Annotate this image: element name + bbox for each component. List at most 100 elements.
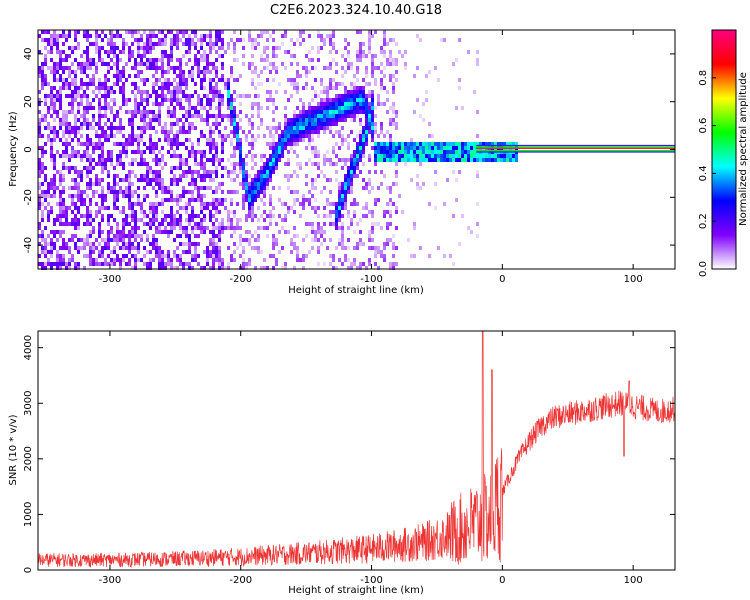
heatmap-cell	[56, 238, 59, 242]
heatmap-cell	[116, 30, 119, 34]
heatmap-cell	[146, 38, 149, 42]
heatmap-cell	[122, 150, 125, 154]
heatmap-cell	[233, 210, 236, 214]
heatmap-cell	[92, 58, 95, 62]
heatmap-cell	[509, 154, 512, 158]
heatmap-cell	[44, 206, 47, 210]
heatmap-cell	[260, 30, 263, 34]
heatmap-cell	[344, 94, 347, 98]
heatmap-cell	[110, 86, 113, 90]
heatmap-cell	[305, 114, 308, 118]
heatmap-cell	[185, 170, 188, 174]
heatmap-cell	[302, 266, 305, 270]
heatmap-cell	[302, 126, 305, 130]
heatmap-cell	[152, 234, 155, 238]
heatmap-cell	[248, 194, 251, 198]
heatmap-cell	[260, 34, 263, 38]
heatmap-cell	[245, 182, 248, 186]
heatmap-cell	[68, 130, 71, 134]
heatmap-cell	[344, 70, 347, 74]
heatmap-cell	[86, 170, 89, 174]
heatmap-cell	[86, 58, 89, 62]
heatmap-cell	[125, 42, 128, 46]
heatmap-cell	[194, 54, 197, 58]
heatmap-cell	[44, 126, 47, 130]
heatmap-cell	[200, 82, 203, 86]
heatmap-cell	[50, 106, 53, 110]
heatmap-cell	[38, 98, 41, 102]
heatmap-cell	[245, 174, 248, 178]
heatmap-cell	[266, 266, 269, 270]
heatmap-cell	[509, 142, 512, 146]
heatmap-cell	[509, 158, 512, 162]
heatmap-cell	[200, 166, 203, 170]
heatmap-cell	[68, 186, 71, 190]
heatmap-cell	[248, 94, 251, 98]
heatmap-cell	[371, 58, 374, 62]
heatmap-cell	[41, 170, 44, 174]
heatmap-cell	[224, 226, 227, 230]
heatmap-cell	[179, 98, 182, 102]
heatmap-cell	[59, 106, 62, 110]
x-tick-label: -200	[229, 575, 252, 586]
heatmap-cell	[98, 262, 101, 266]
heatmap-cell	[458, 170, 461, 174]
heatmap-cell	[152, 110, 155, 114]
heatmap-cell	[242, 186, 245, 190]
heatmap-cell	[89, 210, 92, 214]
heatmap-cell	[425, 146, 428, 150]
heatmap-cell	[236, 126, 239, 130]
heatmap-cell	[203, 150, 206, 154]
heatmap-cell	[131, 230, 134, 234]
heatmap-cell	[311, 122, 314, 126]
heatmap-cell	[233, 114, 236, 118]
heatmap-cell	[125, 194, 128, 198]
heatmap-cell	[371, 146, 374, 150]
heatmap-cell	[314, 146, 317, 150]
heatmap-cell	[38, 234, 41, 238]
heatmap-cell	[176, 210, 179, 214]
heatmap-cell	[86, 50, 89, 54]
heatmap-cell	[422, 158, 425, 162]
heatmap-cell	[86, 154, 89, 158]
heatmap-cell	[128, 182, 131, 186]
heatmap-cell	[86, 214, 89, 218]
heatmap-cell	[326, 106, 329, 110]
heatmap-cell	[476, 170, 479, 174]
heatmap-cell	[44, 74, 47, 78]
heatmap-cell	[269, 162, 272, 166]
heatmap-cell	[95, 190, 98, 194]
heatmap-cell	[215, 114, 218, 118]
heatmap-cell	[365, 266, 368, 270]
heatmap-cell	[362, 54, 365, 58]
heatmap-cell	[230, 122, 233, 126]
heatmap-cell	[119, 50, 122, 54]
heatmap-cell	[392, 38, 395, 42]
heatmap-cell	[251, 202, 254, 206]
heatmap-cell	[92, 78, 95, 82]
x-tick-label: 100	[624, 274, 643, 285]
heatmap-cell	[95, 246, 98, 250]
heatmap-cell	[92, 194, 95, 198]
heatmap-cell	[182, 158, 185, 162]
heatmap-cell	[236, 38, 239, 42]
heatmap-cell	[122, 90, 125, 94]
heatmap-cell	[41, 234, 44, 238]
heatmap-cell	[293, 170, 296, 174]
heatmap-cell	[341, 198, 344, 202]
heatmap-cell	[281, 218, 284, 222]
heatmap-cell	[44, 46, 47, 50]
heatmap-cell	[110, 158, 113, 162]
heatmap-cell	[245, 134, 248, 138]
heatmap-cell	[353, 82, 356, 86]
heatmap-cell	[62, 150, 65, 154]
heatmap-cell	[122, 102, 125, 106]
heatmap-cell	[38, 66, 41, 70]
heatmap-cell	[245, 218, 248, 222]
heatmap-cell	[131, 190, 134, 194]
heatmap-cell	[467, 142, 470, 146]
heatmap-cell	[374, 162, 377, 166]
heatmap-cell	[98, 134, 101, 138]
heatmap-cell	[302, 194, 305, 198]
heatmap-cell	[137, 30, 140, 34]
